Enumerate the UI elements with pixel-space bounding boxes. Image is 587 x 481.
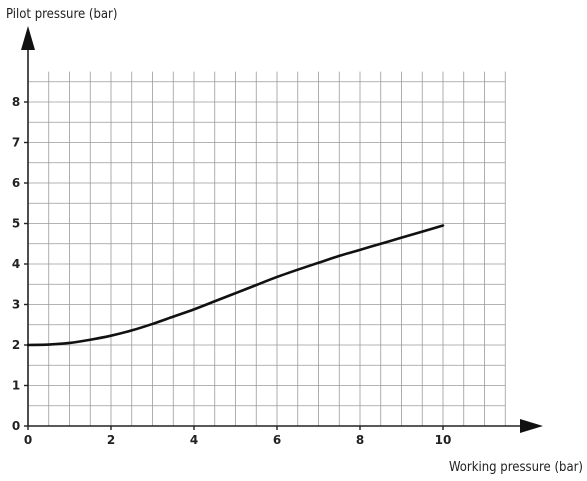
- y-tick-label: 2: [12, 338, 20, 352]
- y-tick-label: 8: [12, 95, 20, 109]
- y-tick-label: 1: [12, 379, 20, 393]
- x-tick-label: 6: [273, 433, 281, 447]
- x-ticks: 0 2 4 6 8 10: [24, 426, 452, 447]
- y-axis-arrowhead: [21, 26, 35, 50]
- x-tick-label: 4: [190, 433, 198, 447]
- x-tick-label: 0: [24, 433, 32, 447]
- x-axis-arrowhead: [520, 419, 543, 433]
- series-line: [26, 224, 445, 347]
- y-tick-label: 7: [12, 136, 20, 150]
- y-tick-label: 0: [12, 419, 20, 433]
- y-tick-label: 6: [12, 176, 20, 190]
- grid: [28, 71, 506, 426]
- x-axis-label: Working pressure (bar): [449, 460, 583, 475]
- y-axis-label: Pilot pressure (bar): [6, 7, 117, 22]
- x-tick-label: 10: [435, 433, 452, 447]
- x-tick-label: 8: [356, 433, 364, 447]
- y-ticks: 0 1 2 3 4 5 6 7 8: [12, 95, 28, 433]
- y-tick-label: 4: [12, 257, 20, 271]
- x-tick-label: 2: [107, 433, 115, 447]
- y-tick-label: 3: [12, 298, 20, 312]
- y-tick-label: 5: [12, 217, 20, 231]
